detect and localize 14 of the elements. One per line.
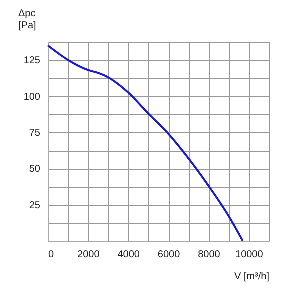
x-tick-label: 10000 [236, 250, 264, 260]
y-tick-label: 25 [29, 200, 41, 212]
x-axis-title: V [m³/h] [234, 272, 270, 282]
y-tick-label: 75 [29, 128, 41, 139]
line-series [47, 44, 244, 242]
x-tick-label: 2000 [78, 250, 100, 260]
y-tick-label: 50 [29, 164, 41, 176]
x-tick-label: 0 [48, 250, 54, 260]
x-tick-label: 4000 [118, 250, 140, 260]
y-axis-title: Δpc [Pa] [18, 8, 37, 32]
y-tick-label: 100 [24, 92, 41, 103]
x-tick-label: 8000 [198, 250, 221, 260]
y-tick-label: 125 [24, 56, 41, 67]
x-tick-label: 6000 [158, 250, 181, 260]
